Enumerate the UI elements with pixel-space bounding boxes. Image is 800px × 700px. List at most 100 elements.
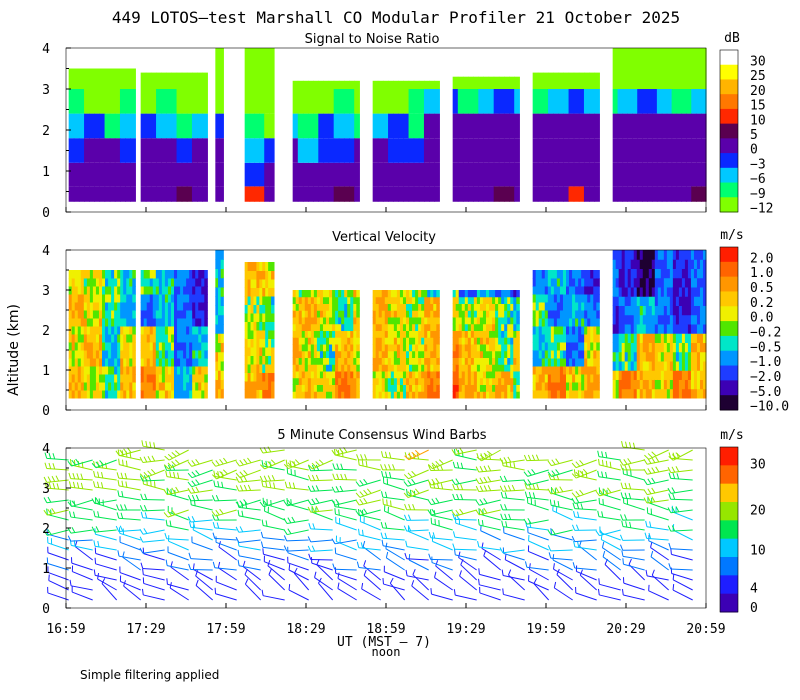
- wind-barb: [260, 541, 285, 551]
- vv-cell: [316, 290, 321, 298]
- snr-colorbar-label: 25: [750, 69, 766, 84]
- snr-cell: [292, 186, 299, 202]
- vv-cell: [332, 296, 336, 304]
- vv-cell: [186, 334, 190, 343]
- vv-cell: [409, 350, 413, 358]
- vv-cell: [167, 294, 172, 303]
- vv-cell: [489, 317, 493, 325]
- snr-cell: [701, 162, 707, 187]
- vv-cell: [501, 364, 505, 372]
- vv-cell: [532, 342, 537, 351]
- vv-cell: [83, 382, 88, 391]
- barb-flag: [440, 483, 444, 490]
- wind-barb: [284, 481, 309, 491]
- vv-cell: [501, 391, 505, 399]
- vv-cell: [77, 390, 82, 399]
- vv-cell: [672, 314, 677, 325]
- barb-flag: [294, 459, 300, 465]
- vv-cell: [482, 350, 487, 358]
- wind-barb: [93, 460, 117, 471]
- vv-cell: [507, 357, 511, 365]
- vv-cell: [651, 250, 656, 260]
- vv-cell: [198, 350, 202, 359]
- barb-shaft: [383, 482, 405, 491]
- vv-cell: [418, 337, 422, 345]
- vv-cell: [177, 342, 181, 351]
- vv-cell: [587, 358, 591, 367]
- barb-shaft: [262, 595, 285, 601]
- vv-cell: [319, 371, 324, 379]
- vv-cell: [74, 358, 79, 367]
- vv-cell: [186, 302, 190, 311]
- vv-cell: [170, 382, 175, 391]
- vv-cell: [559, 350, 564, 359]
- vv-cell: [186, 318, 190, 327]
- vv-cell: [510, 384, 514, 392]
- vv-colorbar-label: −0.5: [750, 340, 781, 355]
- vv-cell: [180, 382, 184, 391]
- vv-cell: [402, 384, 407, 392]
- vv-cell: [105, 310, 109, 319]
- vv-cell: [412, 337, 416, 345]
- vv-cell: [675, 305, 680, 316]
- vv-cell: [470, 357, 475, 365]
- vv-cell: [80, 278, 85, 287]
- vv-cell: [180, 302, 184, 311]
- vv-cell: [344, 364, 348, 372]
- vv-cell: [458, 337, 463, 345]
- vv-cell: [298, 371, 303, 379]
- vv-cell: [332, 344, 336, 352]
- snr-cell: [656, 113, 663, 139]
- vv-cell: [399, 296, 404, 304]
- vv-cell: [578, 342, 582, 351]
- snr-cell: [73, 113, 80, 139]
- vv-cell: [98, 358, 103, 367]
- vv-cell: [322, 371, 327, 379]
- vv-cell: [174, 366, 178, 375]
- snr-cell: [563, 162, 570, 187]
- vv-cell: [98, 270, 103, 279]
- vv-cell: [89, 318, 94, 327]
- barb-flag: [153, 442, 156, 449]
- snr-cell: [264, 89, 270, 114]
- vv-cell: [581, 366, 585, 375]
- vv-cell: [627, 250, 632, 260]
- vv-cell: [486, 377, 490, 385]
- snr-cell: [343, 113, 350, 139]
- vv-cell: [424, 310, 428, 318]
- wind-barb: [331, 498, 357, 506]
- wind-barb: [403, 525, 429, 532]
- vv-cell: [642, 351, 647, 362]
- vv-cell: [575, 342, 579, 351]
- snr-cell: [651, 89, 658, 114]
- snr-cell: [323, 89, 330, 114]
- snr-cell: [78, 138, 85, 163]
- wind-barb: [430, 517, 453, 531]
- vv-cell: [516, 371, 520, 379]
- snr-cell: [509, 76, 515, 89]
- vv-cell: [167, 350, 172, 359]
- vv-cell: [298, 364, 303, 372]
- vv-cell: [584, 358, 588, 367]
- vv-cell: [639, 342, 644, 353]
- vv-cell: [146, 302, 151, 311]
- vv-cell: [195, 302, 199, 311]
- vv-cell: [651, 342, 656, 353]
- snr-cell: [548, 186, 554, 202]
- barb-shaft: [480, 530, 501, 541]
- barb-flag: [331, 538, 336, 545]
- vv-cell: [627, 379, 632, 390]
- vv-cell: [482, 344, 487, 352]
- snr-cell: [68, 113, 75, 139]
- vv-cell: [467, 330, 472, 338]
- barb-flag: [550, 528, 552, 535]
- vv-cell: [198, 366, 202, 375]
- snr-cell: [254, 138, 260, 163]
- vv-cell: [657, 259, 662, 269]
- vv-cell: [593, 310, 597, 319]
- barb-shaft: [382, 456, 405, 461]
- vv-cell: [636, 370, 641, 380]
- barb-flag: [359, 498, 364, 505]
- snr-cell: [573, 186, 580, 202]
- vv-cell: [412, 330, 416, 338]
